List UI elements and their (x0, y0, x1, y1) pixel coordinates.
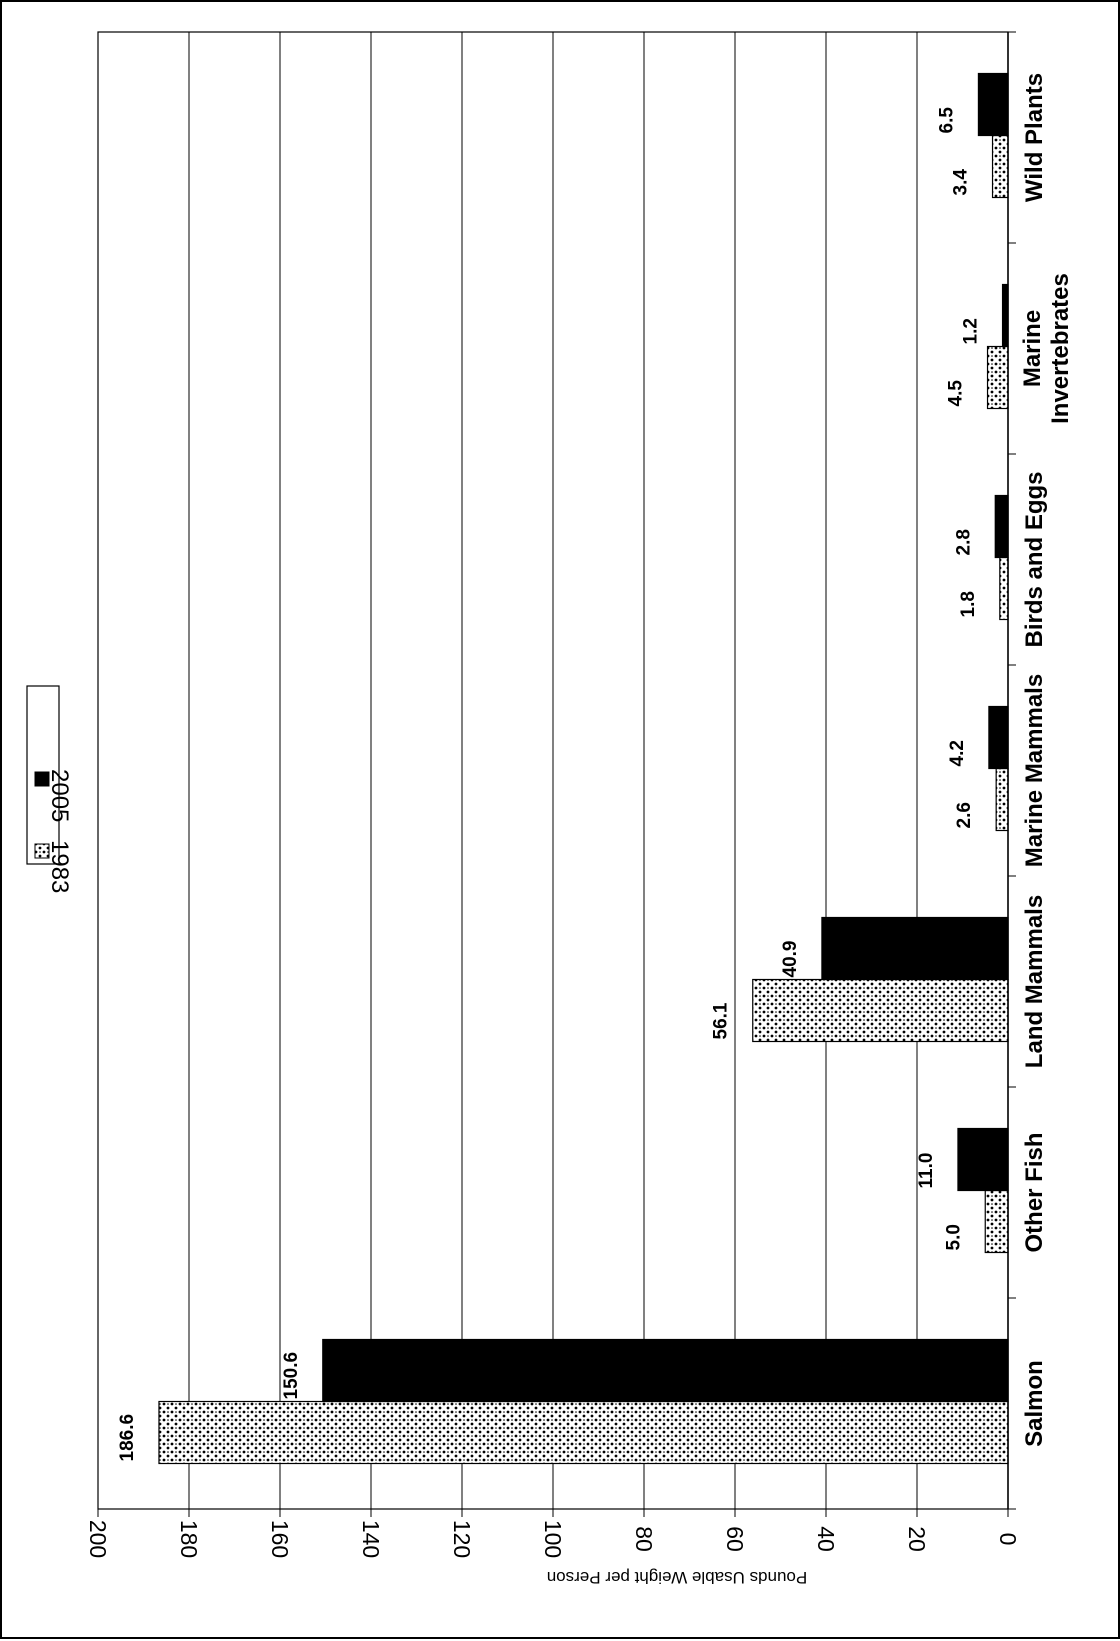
data-label-1983-4: 1.8 (958, 591, 979, 617)
legend-swatch-2005 (34, 771, 50, 787)
value-tick-label-60: 60 (722, 1526, 748, 1552)
bar-1983-1 (984, 1189, 1009, 1254)
category-label-line: Land Mammals (1021, 895, 1048, 1068)
legend-label-1983: 1983 (46, 840, 73, 893)
data-label-1983-1: 5.0 (943, 1224, 964, 1250)
data-label-2005-1: 11.0 (916, 1153, 937, 1189)
value-tick-label-120: 120 (449, 1520, 475, 1558)
y-axis-title: Pounds Usable Weight per Person (547, 1568, 808, 1587)
bar-2005-2 (821, 916, 1009, 981)
axis-title-group: Pounds Usable Weight per Person (547, 1568, 808, 1587)
data-label-2005-3: 4.2 (947, 740, 968, 766)
data-labels: 186.6 150.6 5.0 11.0 56.1 40.9 2.6 4.2 1.8 2.8 4.5… (117, 107, 982, 1462)
category-label-0: Salmon (1021, 1360, 1048, 1447)
category-label-line: Invertebrates (1047, 273, 1074, 424)
data-label-1983-5: 4.5 (946, 380, 967, 407)
category-label-6: Wild Plants (1021, 73, 1048, 202)
data-label-1983-0: 186.6 (117, 1414, 138, 1462)
category-label-5: MarineInvertebrates (1019, 273, 1074, 424)
value-tick-label-180: 180 (176, 1520, 202, 1558)
legend-label-2005: 2005 (46, 769, 73, 822)
category-label-1: Other Fish (1021, 1132, 1048, 1252)
bar-2005-6 (977, 72, 1009, 137)
data-label-1983-3: 2.6 (954, 802, 975, 828)
category-label-line: Salmon (1021, 1360, 1048, 1447)
value-tick-label-200: 200 (85, 1520, 111, 1558)
value-tick-label-40: 40 (813, 1526, 839, 1552)
data-label-2005-4: 2.8 (953, 529, 974, 555)
bar-2005-0 (322, 1338, 1009, 1403)
legend-swatch-1983 (34, 843, 50, 859)
bar-2005-1 (957, 1127, 1009, 1192)
data-label-2005-0: 150.6 (281, 1352, 302, 1400)
bar-1983-0 (158, 1400, 1009, 1465)
category-label-line: Marine (1019, 310, 1046, 387)
value-tick-label-20: 20 (904, 1526, 930, 1552)
category-label-line: Marine Mammals (1021, 674, 1048, 867)
data-label-2005-6: 6.5 (936, 107, 957, 134)
legend: 1983 2005 (26, 685, 73, 893)
value-tick-label-160: 160 (267, 1520, 293, 1558)
bar-1983-4 (999, 556, 1009, 621)
bar-1983-3 (995, 767, 1009, 832)
data-label-1983-2: 56.1 (711, 1002, 732, 1039)
category-label-line: Birds and Eggs (1021, 471, 1048, 647)
bars (158, 72, 1009, 1465)
category-label-3: Marine Mammals (1021, 674, 1048, 867)
data-label-1983-6: 3.4 (951, 169, 972, 196)
category-axis: Salmon Other Fish Land Mammals Marine Mamma… (1007, 31, 1074, 1510)
bar-1983-2 (752, 978, 1009, 1043)
bar-2005-3 (988, 705, 1009, 770)
value-axis: 0 20 40 60 80 100 120 140 160 180 200 (85, 1509, 1021, 1558)
data-label-2005-5: 1.2 (961, 318, 982, 344)
bar-1983-5 (986, 345, 1009, 410)
category-label-4: Birds and Eggs (1021, 471, 1048, 647)
bar-2005-4 (994, 494, 1009, 559)
bar-2005-5 (1001, 283, 1009, 348)
value-tick-label-140: 140 (358, 1520, 384, 1558)
value-tick-label-100: 100 (540, 1520, 566, 1558)
value-tick-label-80: 80 (631, 1526, 657, 1552)
data-label-2005-2: 40.9 (780, 941, 801, 978)
gridlines (188, 32, 918, 1509)
category-label-line: Other Fish (1021, 1132, 1048, 1252)
category-label-2: Land Mammals (1021, 895, 1048, 1068)
category-label-line: Wild Plants (1021, 73, 1048, 202)
bar-1983-6 (991, 134, 1009, 199)
value-tick-label-0: 0 (995, 1533, 1021, 1546)
